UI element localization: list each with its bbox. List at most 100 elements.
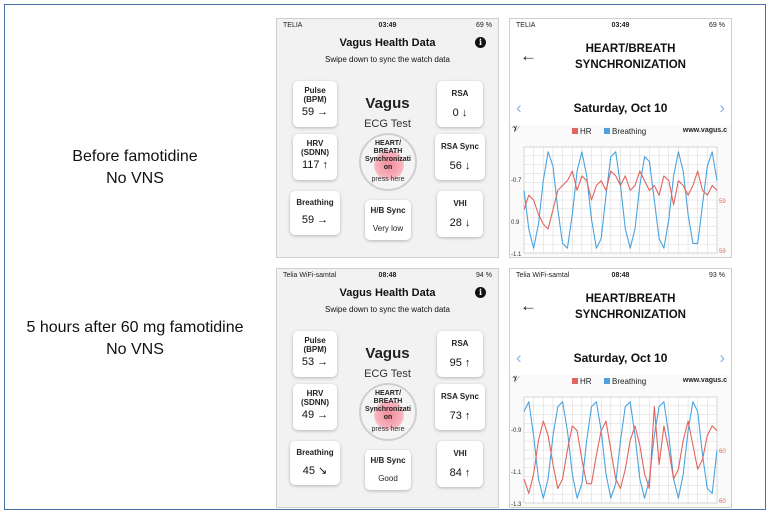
clock: 08:48 <box>378 272 397 279</box>
heart-breath-sync-button[interactable]: HEART/BREATH Synchronizati on press here <box>359 133 417 191</box>
heart-breath-sync-screen: Telia WiFi-samtal 08:48 93 % ← HEART/BRE… <box>509 268 732 508</box>
clock: 08:48 <box>611 272 630 279</box>
rsa-sync-value: 56 <box>449 160 462 172</box>
figure-frame <box>4 4 766 510</box>
legend-swatch-breathing <box>604 128 610 134</box>
carrier-label: Telia WiFi-samtal <box>283 272 337 279</box>
carrier-label: Telia WiFi-samtal <box>516 272 570 279</box>
hrv-unit: (SDNN) <box>301 398 329 407</box>
sync-chart: 𝒱 HR Breathing www.vagus.c -0.7 0.9 -1.1 59… <box>510 125 731 258</box>
info-icon[interactable]: i <box>475 287 486 298</box>
pulse-label: Pulse <box>304 86 326 95</box>
left-tick-label: -1.1 <box>511 252 522 258</box>
left-tick-label: 0.9 <box>511 220 520 226</box>
hrv-card[interactable]: HRV (SDNN) 117 ↑ <box>293 134 337 180</box>
series-line-hr <box>523 170 718 230</box>
screen-title-line2: SYNCHRONIZATION <box>575 59 686 71</box>
trend-arrow-icon: → <box>317 214 329 226</box>
status-bar: Telia WiFi-samtal 08:48 93 % <box>510 269 731 283</box>
page-title: Vagus Health Data <box>339 37 436 49</box>
hb-sync-card[interactable]: H/B Sync Very low <box>365 200 411 240</box>
sync-chart: 𝒱 HR Breathing www.vagus.c -0.9 -1.1 -1.3 6… <box>510 375 731 507</box>
pulse-card[interactable]: Pulse (BPM) 53 → <box>293 331 337 377</box>
left-tick-label: -1.1 <box>511 470 522 476</box>
screen-title-line1: HEART/BREATH <box>585 293 676 305</box>
vhi-card[interactable]: VHI 84 ↑ <box>437 441 483 487</box>
hrv-label: HRV <box>306 139 324 148</box>
ecg-test-label: ECG Test <box>364 368 411 380</box>
btn-line: on <box>383 164 393 171</box>
hb-sync-label: H/B Sync <box>370 206 406 215</box>
legend-breathing-label: Breathing <box>612 127 647 136</box>
btn-line: Synchronizati <box>365 156 411 163</box>
chevron-left-icon[interactable]: ‹ <box>516 98 522 117</box>
rsa-sync-value: 73 <box>449 410 462 422</box>
hrv-value: 49 <box>301 409 315 421</box>
back-arrow-icon[interactable]: ← <box>520 46 537 65</box>
trend-arrow-icon: → <box>317 409 329 421</box>
sync-hint: Swipe down to sync the watch data <box>325 55 450 64</box>
trend-arrow-icon: ↑ <box>464 467 471 479</box>
rsa-sync-card[interactable]: RSA Sync 56 ↓ <box>435 134 485 180</box>
left-tick-label: -0.7 <box>511 178 522 184</box>
right-tick-label: 59 <box>719 249 726 255</box>
vagus-heading: Vagus <box>365 95 410 112</box>
legend-hr: HR <box>572 127 592 136</box>
rsa-sync-card[interactable]: RSA Sync 73 ↑ <box>435 384 485 430</box>
pulse-card[interactable]: Pulse (BPM) 59 → <box>293 81 337 127</box>
row-label-before: Before famotidine No VNS <box>0 146 270 190</box>
hb-sync-label: H/B Sync <box>370 456 406 465</box>
chart-plot: -0.7 0.9 -1.1 59 59 <box>511 146 726 258</box>
info-icon[interactable]: i <box>475 37 486 48</box>
pulse-unit: (BPM) <box>303 345 327 354</box>
vagus-logo-icon: 𝒱 <box>512 375 520 385</box>
trend-arrow-icon: ↑ <box>464 410 471 422</box>
vhi-label: VHI <box>453 449 467 458</box>
hrv-label: HRV <box>306 389 324 398</box>
vagus-heading: Vagus <box>365 345 410 362</box>
btn-line: HEART/ <box>374 140 402 147</box>
page-title: Vagus Health Data <box>339 287 436 299</box>
right-tick-label: 60 <box>719 449 726 455</box>
press-here-label: press here <box>371 176 405 183</box>
hb-sync-card[interactable]: H/B Sync Good <box>365 450 411 490</box>
left-tick-label: -0.9 <box>511 428 522 434</box>
legend-hr-label: HR <box>580 127 592 136</box>
legend-breathing: Breathing <box>604 127 646 136</box>
pulse-value: 59 <box>301 106 315 118</box>
rsa-label: RSA <box>451 339 469 348</box>
vhi-label: VHI <box>453 199 467 208</box>
row-label-after: 5 hours after 60 mg famotidine No VNS <box>0 317 270 361</box>
btn-line: BREATH <box>373 148 403 155</box>
series-line-hr <box>523 406 718 494</box>
row-label-line1: Before famotidine <box>72 148 198 165</box>
right-tick-label: 59 <box>719 199 726 205</box>
back-arrow-icon[interactable]: ← <box>520 296 537 315</box>
hrv-value: 117 <box>301 159 320 171</box>
chart-legend: 𝒱 HR Breathing www.vagus.c <box>510 125 731 139</box>
status-bar: TELIA 03:49 69 % <box>510 19 731 33</box>
chart-legend: 𝒱 HR Breathing www.vagus.c <box>510 375 731 389</box>
trend-arrow-icon: ↓ <box>464 160 471 172</box>
breathing-label: Breathing <box>296 448 334 457</box>
carrier-label: TELIA <box>283 22 303 29</box>
chevron-right-icon[interactable]: › <box>719 348 725 367</box>
rsa-card[interactable]: RSA 0 ↓ <box>437 81 483 127</box>
vagus-health-screen: Telia WiFi-samtal 08:48 94 % Vagus Healt… <box>276 268 499 508</box>
vhi-card[interactable]: VHI 28 ↓ <box>437 191 483 237</box>
breathing-value: 59 <box>301 214 315 226</box>
legend-swatch-hr <box>572 128 578 134</box>
rsa-card[interactable]: RSA 95 ↑ <box>437 331 483 377</box>
carrier-label: TELIA <box>516 22 536 29</box>
breathing-card[interactable]: Breathing 45 ↘ <box>290 441 340 485</box>
website-label: www.vagus.c <box>682 377 727 384</box>
chevron-right-icon[interactable]: › <box>719 98 725 117</box>
chevron-left-icon[interactable]: ‹ <box>516 348 522 367</box>
heart-breath-sync-button[interactable]: HEART/BREATH Synchronizati on press here <box>359 383 417 441</box>
battery-label: 94 % <box>476 272 492 279</box>
rsa-sync-label: RSA Sync <box>441 392 479 401</box>
hrv-card[interactable]: HRV (SDNN) 49 → <box>293 384 337 430</box>
legend-hr: HR <box>572 377 592 386</box>
breathing-card[interactable]: Breathing 59 → <box>290 191 340 235</box>
trend-arrow-icon: → <box>317 356 329 368</box>
